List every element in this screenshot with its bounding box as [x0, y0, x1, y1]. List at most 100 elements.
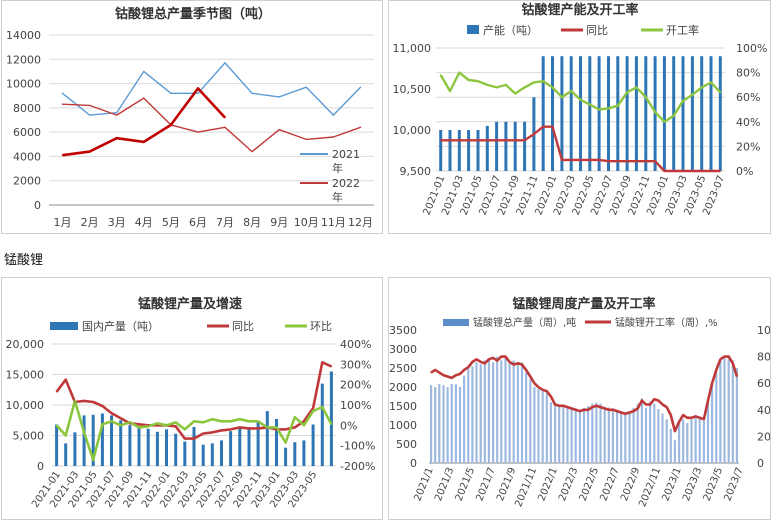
- utilization-point: [442, 374, 445, 376]
- utilization-point: [579, 99, 582, 101]
- y-right-tick-label: 0: [757, 457, 764, 470]
- utilization-point: [719, 91, 721, 94]
- utilization-point: [458, 71, 460, 74]
- mom-point: [266, 426, 268, 429]
- weekly-output-bar: [516, 364, 519, 463]
- chart-title: 锰酸锂周度产量及开工率: [512, 296, 655, 312]
- capacity-bar: [560, 56, 564, 172]
- y-left-tick-label: 1500: [389, 400, 417, 413]
- chart-title: 钴酸锂产能及开工率: [521, 2, 638, 18]
- weekly-output-bar: [582, 407, 586, 463]
- legend-swatch: [50, 322, 78, 330]
- series-point: [251, 150, 253, 153]
- utilization-point: [513, 363, 515, 366]
- capacity-bar: [709, 56, 713, 172]
- y-right-tick-label: 100%: [736, 42, 767, 55]
- weekly-output-bar: [628, 411, 631, 463]
- mom-point: [129, 421, 131, 423]
- utilization-point: [546, 390, 548, 392]
- yoy-point: [458, 139, 460, 141]
- yoy-point: [184, 437, 186, 440]
- weekly-output-bar: [723, 355, 726, 463]
- utilization-point: [488, 358, 490, 360]
- weekly-output-bar: [566, 406, 569, 463]
- x-tick-label: 4月: [135, 216, 153, 229]
- series-point: [170, 124, 172, 126]
- y-left-tick-label: 0: [37, 460, 44, 473]
- y-left-tick-label: 11,000: [393, 42, 432, 55]
- x-tick-label: 2022/7: [598, 466, 621, 503]
- legend-label: 锰酸锂总产量（周）,吨: [473, 316, 576, 329]
- series-point: [116, 114, 118, 116]
- capacity-bar: [700, 56, 704, 172]
- utilization-point: [529, 375, 531, 378]
- weekly-output-bar: [537, 388, 540, 463]
- yoy-point: [635, 160, 638, 162]
- series-point: [359, 86, 362, 88]
- utilization-point: [661, 403, 664, 406]
- utilization-point: [504, 355, 507, 358]
- utilization-point: [492, 357, 494, 359]
- utilization-point: [608, 409, 610, 411]
- utilization-point: [434, 369, 436, 371]
- production-bar: [192, 427, 196, 466]
- y-tick-label: 6000: [13, 126, 41, 139]
- weekly-output-bar: [661, 413, 664, 463]
- weekly-output-bar: [632, 407, 635, 463]
- capacity-bar: [662, 56, 666, 172]
- yoy-point: [74, 401, 76, 403]
- series-point: [332, 114, 335, 116]
- yoy-point: [719, 170, 721, 172]
- mom-point: [175, 421, 177, 423]
- y-right-tick-label: 0%: [736, 165, 753, 178]
- y-right-tick-label: 60%: [736, 91, 760, 104]
- weekly-output-bar: [496, 356, 499, 463]
- x-tick-label: 2021/7: [474, 466, 497, 503]
- series-point: [61, 154, 64, 156]
- utilization-point: [711, 382, 713, 384]
- series-point: [116, 112, 118, 114]
- legend-swatch: [467, 25, 479, 34]
- weekly-output-bar: [458, 387, 462, 463]
- yoy-point: [542, 126, 544, 128]
- mom-point: [248, 420, 250, 422]
- utilization-point: [514, 92, 516, 95]
- weekly-output-bar: [636, 403, 639, 463]
- yoy-point: [589, 159, 591, 161]
- yoy-point: [129, 422, 131, 424]
- legend-label: 2021: [332, 148, 360, 161]
- mom-point: [92, 459, 94, 461]
- yoy-point: [147, 424, 149, 426]
- production-bar: [91, 414, 95, 466]
- utilization-point: [551, 86, 554, 89]
- weekly-output-bar: [529, 379, 532, 463]
- utilization-point: [654, 111, 656, 113]
- utilization-point: [723, 355, 726, 358]
- production-bar: [210, 443, 214, 466]
- production-bar: [265, 411, 269, 466]
- x-tick-label: 2022/9: [619, 466, 642, 503]
- mom-point: [184, 428, 186, 431]
- mom-point: [165, 424, 168, 426]
- series-point: [143, 70, 145, 73]
- yoy-point: [294, 426, 296, 429]
- capacity-bar: [439, 130, 443, 171]
- weekly-output-bar: [533, 387, 536, 463]
- y-right-tick-label: 80: [757, 351, 771, 364]
- yoy-point: [257, 427, 259, 430]
- x-tick-label: 1月: [54, 216, 72, 229]
- production-bar: [302, 440, 306, 466]
- mom-point: [138, 426, 140, 429]
- utilization-point: [626, 91, 628, 94]
- yoy-point: [607, 160, 610, 162]
- yoy-point: [83, 400, 85, 402]
- series-point: [278, 129, 280, 131]
- weekly-output-bar: [715, 371, 718, 463]
- weekly-output-bar: [562, 406, 565, 463]
- weekly-output-bar: [678, 421, 681, 463]
- production-bar: [183, 441, 187, 466]
- series-point: [224, 62, 226, 64]
- yoy-point: [710, 170, 712, 172]
- utilization-point: [446, 375, 449, 378]
- yoy-point: [303, 420, 305, 422]
